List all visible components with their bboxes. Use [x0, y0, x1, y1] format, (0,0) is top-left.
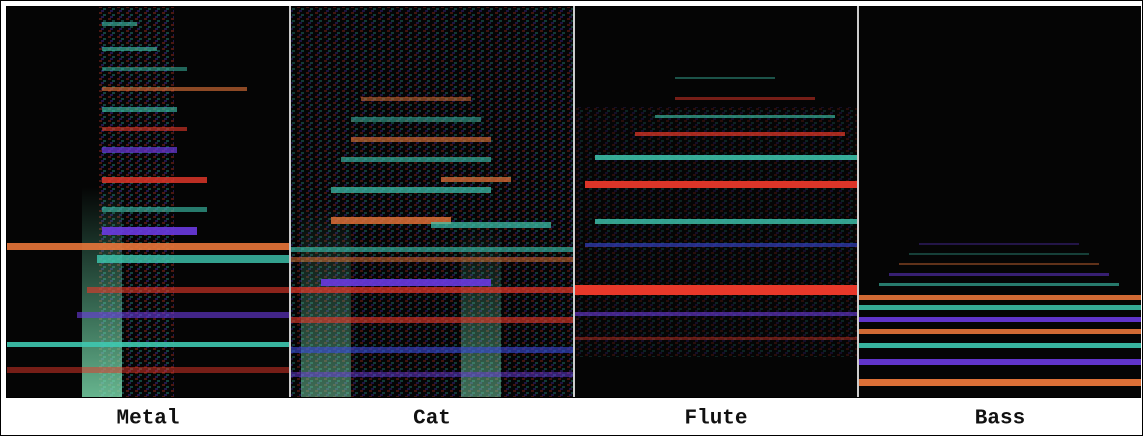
harmonic-band [859, 343, 1141, 348]
harmonic-band [102, 87, 247, 91]
spectrogram-panel [7, 6, 291, 397]
harmonic-band [351, 137, 491, 142]
panel-noise [575, 107, 857, 357]
panel-label: Cat [413, 408, 451, 431]
harmonic-band [859, 329, 1141, 334]
harmonic-band [102, 47, 157, 51]
harmonic-band [635, 132, 845, 136]
spectrogram-panel [575, 6, 859, 397]
harmonic-band [575, 285, 857, 295]
harmonic-band [341, 157, 491, 162]
harmonic-band [291, 257, 573, 262]
panel-label: Bass [975, 408, 1025, 431]
harmonic-band [585, 243, 857, 247]
onset-glow [461, 227, 501, 397]
harmonic-band [7, 243, 289, 250]
harmonic-band [919, 243, 1079, 245]
harmonic-band [431, 222, 551, 228]
harmonic-band [859, 359, 1141, 365]
harmonic-band [361, 97, 471, 101]
panel-label: Flute [684, 408, 747, 431]
harmonic-band [7, 367, 289, 373]
harmonic-band [331, 187, 491, 193]
harmonic-band [351, 117, 481, 122]
harmonic-band [102, 207, 207, 212]
harmonic-band [595, 219, 857, 224]
harmonic-band [102, 127, 187, 131]
spectrogram-panel [291, 6, 575, 397]
onset-glow [301, 207, 351, 397]
panel-label: Metal [116, 408, 179, 431]
harmonic-band [575, 337, 857, 340]
spectrogram-panel [859, 7, 1141, 397]
harmonic-band [7, 342, 289, 347]
harmonic-band [102, 227, 197, 235]
harmonic-band [77, 312, 289, 318]
harmonic-band [102, 147, 177, 153]
harmonic-band [859, 305, 1141, 310]
harmonic-band [675, 77, 775, 79]
harmonic-band [859, 295, 1141, 300]
harmonic-band [859, 379, 1141, 386]
harmonic-band [909, 253, 1089, 255]
harmonic-band [291, 317, 573, 323]
harmonic-band [291, 287, 573, 293]
harmonic-band [102, 22, 137, 26]
harmonic-band [291, 347, 573, 353]
harmonic-band [102, 177, 207, 183]
harmonic-band [859, 317, 1141, 322]
harmonic-band [655, 115, 835, 118]
harmonic-band [87, 287, 289, 293]
labels: Metal Cat Flute Bass [116, 408, 1025, 431]
panel-background [859, 7, 1141, 397]
harmonic-band [595, 155, 857, 160]
harmonic-band [575, 312, 857, 316]
harmonic-band [889, 273, 1109, 276]
harmonic-band [585, 181, 857, 188]
panels [7, 6, 1141, 397]
harmonic-band [291, 372, 573, 377]
harmonic-band [331, 217, 451, 224]
harmonic-band [102, 107, 177, 112]
harmonic-band [321, 279, 491, 286]
harmonic-band [675, 97, 815, 100]
harmonic-band [899, 263, 1099, 265]
harmonic-band [102, 67, 187, 71]
harmonic-band [441, 177, 511, 182]
harmonic-band [291, 247, 573, 252]
harmonic-band [97, 255, 289, 263]
harmonic-band [879, 283, 1119, 286]
